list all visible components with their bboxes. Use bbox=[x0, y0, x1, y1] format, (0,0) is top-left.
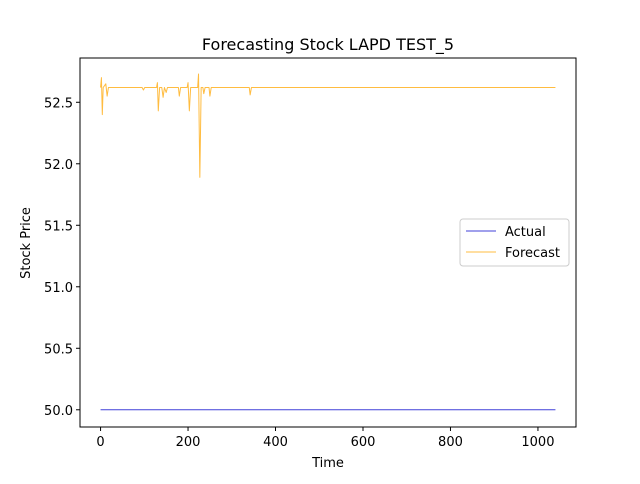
y-axis-ticks: 50.0 50.5 51.0 51.5 52.0 52.5 bbox=[44, 96, 80, 419]
series-line-forecast bbox=[100, 73, 556, 178]
x-tick-label: 0 bbox=[96, 435, 104, 450]
y-tick-label: 52.5 bbox=[44, 96, 73, 111]
y-axis-label: Stock Price bbox=[19, 207, 34, 279]
y-tick-label: 50.0 bbox=[44, 404, 73, 419]
plot-lines bbox=[100, 73, 556, 411]
y-tick-label: 50.5 bbox=[44, 342, 73, 357]
y-tick-label: 52.0 bbox=[44, 158, 73, 173]
x-tick-label: 400 bbox=[263, 435, 288, 450]
legend-label-actual: Actual bbox=[505, 225, 546, 240]
x-tick-label: 1000 bbox=[521, 435, 554, 450]
x-axis-ticks: 0 200 400 600 800 1000 bbox=[96, 427, 554, 450]
x-tick-label: 200 bbox=[176, 435, 201, 450]
legend-label-forecast: Forecast bbox=[505, 246, 560, 261]
y-tick-label: 51.5 bbox=[44, 219, 73, 234]
chart-title: Forecasting Stock LAPD TEST_5 bbox=[202, 35, 454, 55]
y-tick-label: 51.0 bbox=[44, 281, 73, 296]
x-tick-label: 800 bbox=[438, 435, 463, 450]
legend: Actual Forecast bbox=[459, 218, 570, 267]
x-tick-label: 600 bbox=[351, 435, 376, 450]
x-axis-label: Time bbox=[311, 456, 344, 471]
plot-frame bbox=[79, 57, 577, 428]
